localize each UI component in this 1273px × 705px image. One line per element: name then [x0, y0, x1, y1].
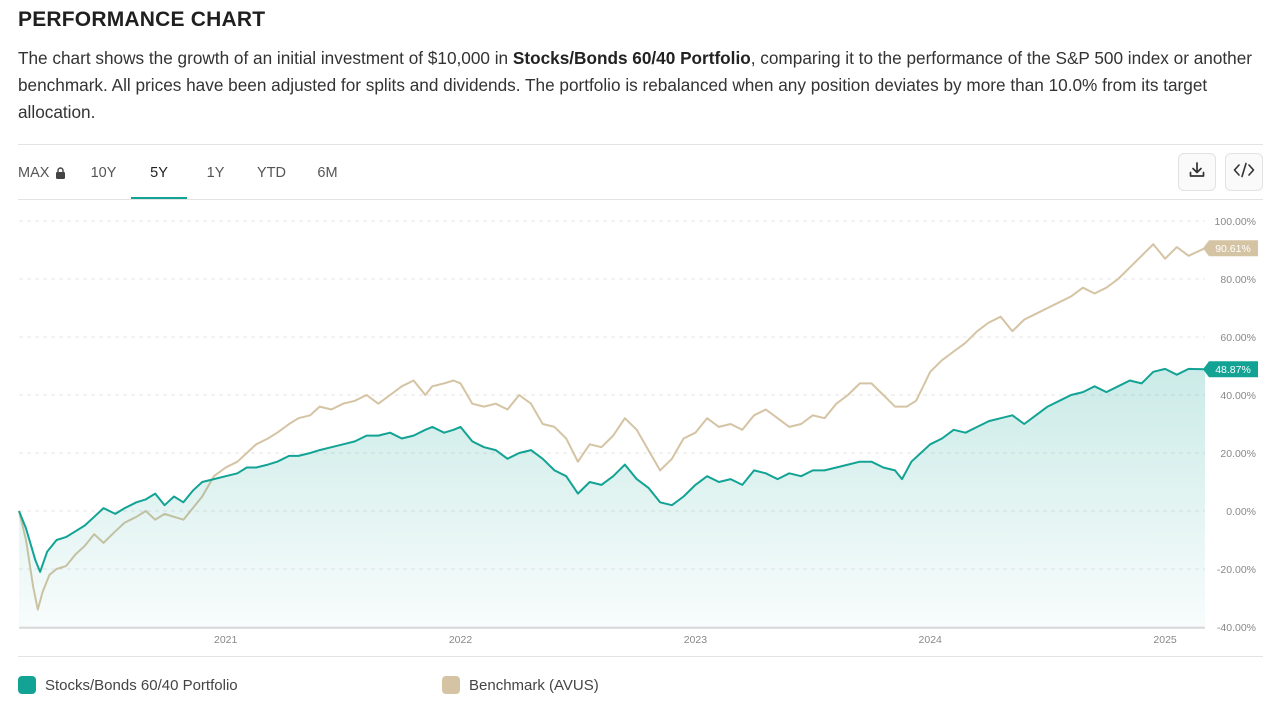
x-tick-label: 2021 [214, 634, 238, 646]
desc-text-2: , comparing it to the performance of the… [18, 48, 1253, 122]
tab-ytd[interactable]: YTD [244, 146, 299, 199]
tab-max-label: MAX [18, 164, 50, 181]
tab-6m-label: 6M [317, 164, 338, 181]
tab-ytd-label: YTD [257, 164, 286, 181]
download-button[interactable] [1178, 153, 1216, 191]
x-tick-label: 2025 [1153, 634, 1177, 646]
x-tick-label: 2023 [684, 634, 708, 646]
performance-line-chart: 100.00% 80.00% 60.00% 40.00% 20.00% 0.00% -20.… [18, 216, 1258, 646]
tab-6m[interactable]: 6M [299, 146, 356, 199]
y-tick-label: 60.00% [1220, 332, 1256, 344]
x-tick-label: 2024 [919, 634, 943, 646]
end-label-portfolio: 48.87% [1203, 361, 1258, 378]
y-tick-label: -40.00% [1217, 622, 1256, 634]
y-tick-label: 0.00% [1226, 506, 1256, 518]
tab-10y[interactable]: 10Y [76, 146, 131, 199]
lock-icon [55, 166, 66, 179]
y-tick-label: 80.00% [1220, 274, 1256, 286]
end-label-value: 90.61% [1215, 243, 1251, 255]
legend-item-portfolio[interactable]: Stocks/Bonds 60/40 Portfolio [18, 676, 238, 694]
legend-swatch-benchmark [442, 676, 460, 694]
end-label-tag [1203, 361, 1258, 378]
desc-text-1: The chart shows the growth of an initial… [18, 48, 513, 68]
end-label-tag [1203, 240, 1258, 257]
legend-label-portfolio: Stocks/Bonds 60/40 Portfolio [45, 676, 238, 694]
period-tabs: MAX 10Y 5Y 1Y YTD 6M [18, 146, 356, 199]
end-label-benchmark: 90.61% [1203, 240, 1258, 257]
tab-max[interactable]: MAX [18, 146, 76, 199]
series-line-portfolio [18, 367, 1206, 573]
tab-5y-label: 5Y [150, 164, 168, 181]
tab-5y[interactable]: 5Y [131, 146, 187, 199]
y-tick-label: 20.00% [1220, 448, 1256, 460]
series-area-portfolio [19, 368, 1205, 627]
embed-button[interactable] [1225, 153, 1263, 191]
y-tick-label: 100.00% [1215, 216, 1256, 228]
legend-swatch-portfolio [18, 676, 36, 694]
x-tick-label: 2022 [449, 634, 473, 646]
chart-description: The chart shows the growth of an initial… [18, 45, 1253, 126]
tab-10y-label: 10Y [90, 164, 117, 181]
portfolio-name: Stocks/Bonds 60/40 Portfolio [512, 48, 751, 68]
tab-1y-label: 1Y [206, 164, 225, 181]
legend-item-benchmark[interactable]: Benchmark (AVUS) [442, 676, 599, 694]
code-icon [1233, 162, 1255, 183]
tab-1y[interactable]: 1Y [187, 146, 244, 199]
y-tick-label: 40.00% [1220, 390, 1256, 402]
download-icon [1188, 161, 1206, 184]
end-label-value: 48.87% [1215, 364, 1251, 376]
page-title: PERFORMANCE CHART [18, 8, 266, 31]
divider-tabs [18, 199, 1263, 200]
y-tick-label: -20.00% [1217, 564, 1256, 576]
legend-label-benchmark: Benchmark (AVUS) [469, 676, 599, 694]
divider-top [18, 144, 1263, 145]
divider-bottom [18, 656, 1263, 657]
